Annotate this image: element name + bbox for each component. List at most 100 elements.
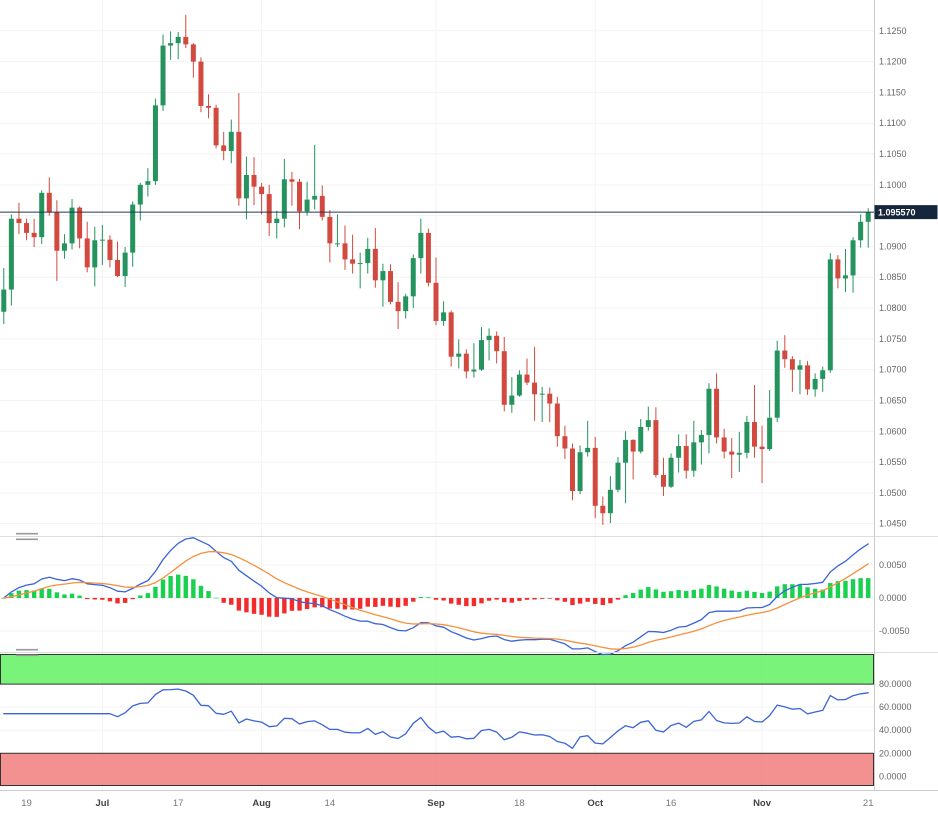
macd-histogram-bar [418, 596, 424, 598]
candle-body [478, 340, 484, 370]
price-axis-label: 1.1150 [879, 87, 906, 97]
macd-histogram-bar [85, 597, 90, 600]
macd-histogram-bar [759, 592, 765, 598]
candle-body [835, 259, 841, 279]
price-axis-label: 1.0900 [879, 241, 907, 251]
macd-histogram-bar [160, 579, 166, 598]
candle-body [152, 105, 158, 182]
candle-body [236, 131, 242, 199]
macd-histogram-bar [555, 597, 560, 601]
macd-histogram-bar [168, 575, 173, 598]
candle-body [516, 374, 522, 396]
price-axis [874, 0, 938, 790]
candle-body [372, 248, 378, 281]
candle-body [395, 301, 401, 312]
macd-histogram-bar [175, 574, 181, 598]
macd-histogram-bar [229, 597, 234, 605]
candle-body [721, 437, 727, 452]
macd-histogram-bar [805, 587, 810, 598]
macd-histogram [1, 574, 871, 617]
price-axis-label: 1.1000 [879, 180, 907, 190]
macd-histogram-bar [623, 595, 628, 598]
candle-body [759, 446, 765, 450]
macd-histogram-bar [92, 597, 97, 600]
candle-body [767, 417, 773, 450]
candle-body [221, 145, 227, 151]
macd-histogram-bar [395, 597, 401, 608]
macd-histogram-bar [471, 597, 477, 607]
candle-body [615, 462, 621, 490]
macd-histogram-bar [464, 597, 469, 607]
panel-resize-handle[interactable] [16, 648, 38, 657]
candle-body [714, 388, 720, 438]
macd-histogram-bar [327, 597, 333, 609]
macd-histogram-bar [714, 586, 719, 598]
macd-histogram-bar [699, 588, 704, 598]
macd-histogram-bar [494, 597, 499, 600]
macd-histogram-bar [259, 597, 264, 615]
time-axis-label: Oct [587, 798, 604, 809]
candle-body [8, 218, 14, 290]
macd-histogram-bar [775, 586, 780, 598]
macd-histogram-bar [646, 587, 651, 598]
macd-histogram-bar [600, 597, 606, 606]
macd-histogram-bar [562, 597, 568, 602]
candle-body [509, 395, 515, 405]
macd-histogram-bar [858, 578, 863, 598]
candle-body [61, 243, 67, 251]
candle-body [198, 61, 204, 106]
candle-body [820, 370, 826, 379]
macd-histogram-bar [191, 579, 196, 598]
macd-histogram-bar [312, 597, 317, 608]
candle-body [77, 207, 83, 239]
candle-body [122, 252, 128, 277]
candle-body [334, 243, 340, 245]
candle-body [425, 232, 431, 283]
candle-body [92, 240, 98, 268]
candle-body [115, 259, 121, 277]
price-axis-label: 1.0550 [879, 457, 907, 467]
time-axis-label: 21 [863, 798, 874, 809]
macd-histogram-bar [9, 593, 14, 598]
macd-histogram-bar [31, 590, 37, 598]
candle-body [554, 403, 560, 437]
candle-body [607, 489, 613, 514]
macd-histogram-bar [403, 597, 408, 606]
macd-histogram-bar [456, 597, 461, 605]
macd-histogram-bar [448, 597, 454, 604]
macd-histogram-bar [411, 597, 416, 602]
macd-histogram-bar [213, 597, 219, 599]
candle-body [736, 452, 742, 455]
price-axis-label: 1.1100 [879, 118, 906, 128]
macd-histogram-bar [297, 597, 302, 611]
price-axis-label: 1.0500 [879, 488, 907, 498]
macd-histogram-bar [69, 593, 75, 598]
macd-histogram-bar [441, 597, 446, 601]
oscillator-axis-label: 0.0000 [879, 771, 907, 781]
candle-body [827, 259, 833, 371]
candle-body [592, 447, 598, 506]
candle-body [312, 195, 318, 200]
price-axis-label: 1.1250 [879, 26, 907, 36]
candle-body [357, 263, 363, 265]
candle-body [865, 211, 871, 222]
candle-body [190, 44, 196, 62]
candle-body [175, 36, 181, 44]
macd-histogram-bar [77, 595, 82, 598]
candle-body [350, 259, 356, 264]
candle-body [99, 239, 105, 241]
panel-resize-handle[interactable] [16, 532, 38, 541]
macd-histogram-bar [866, 578, 871, 598]
candle-body [243, 174, 249, 199]
macd-histogram-bar [486, 597, 492, 601]
candle-body [789, 359, 795, 370]
time-axis-label: Nov [753, 798, 772, 809]
price-axis-label: 1.0800 [879, 303, 907, 313]
macd-histogram-bar [577, 597, 583, 604]
oscillator-axis-label: 60.0000 [879, 702, 912, 712]
macd-histogram-bar [790, 584, 795, 598]
candle-body [638, 426, 644, 452]
candle-body [206, 105, 212, 108]
